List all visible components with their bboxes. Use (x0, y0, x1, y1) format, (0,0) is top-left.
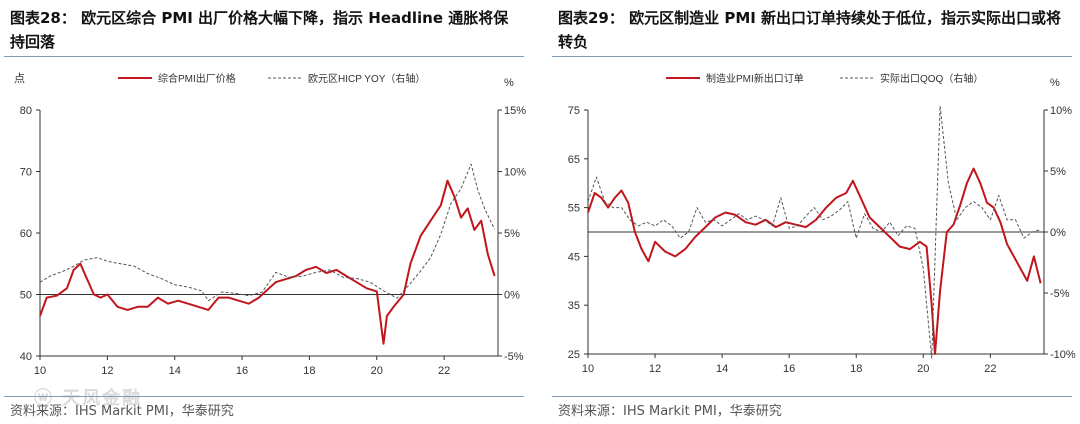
line-chart-pmi-output-prices: 点 % 综合PMI出厂价格 欧元区HICP YOY（右轴） 40 50 60 70 80 -5% 0… (14, 72, 526, 376)
legend-label-1: 实际出口QOQ（右轴） (880, 72, 983, 85)
series-line-1 (587, 105, 1041, 359)
title-rule (552, 56, 1072, 57)
y-right-tick-label: -10% (1050, 349, 1076, 361)
x-tick-label: 20 (371, 365, 383, 376)
y-left-tick-label: 45 (568, 251, 580, 263)
y-left-tick-label: 80 (20, 105, 32, 117)
y-left-tick-label: 40 (20, 351, 32, 363)
legend-label-1: 欧元区HICP YOY（右轴） (308, 72, 425, 85)
y-right-tick-label: 0% (1050, 227, 1066, 239)
y-left-tick-label: 50 (20, 290, 32, 302)
series-line-0 (39, 179, 496, 345)
x-tick-label: 10 (34, 365, 46, 376)
y-right-tick-label: 5% (1050, 166, 1066, 178)
watermark-logo: ⓦ 天风金融 (34, 388, 143, 409)
y-right-tick-label: 0% (504, 290, 520, 302)
y-left-tick-label: 55 (568, 203, 580, 215)
y-left-tick-label: 75 (568, 105, 580, 117)
line-chart-new-export-orders: % 制造业PMI新出口订单 实际出口QOQ（右轴） 25 35 45 55 65 75 -10% -… (568, 72, 1076, 375)
y-left-tick-label: 70 (20, 167, 32, 179)
source-note: 资料来源：IHS Markit PMI，华泰研究 (10, 404, 234, 419)
chart-title: 图表28： 欧元区综合 PMI 出厂价格大幅下降，指示 Headline 通胀将… (10, 9, 509, 51)
x-tick-label: 20 (917, 363, 929, 375)
x-tick-label: 10 (582, 363, 594, 375)
legend-label-0: 制造业PMI新出口订单 (706, 72, 804, 85)
y-right-tick-label: 5% (504, 228, 520, 240)
y-left-tick-label: 35 (568, 300, 580, 312)
chart-panel-29: 图表29： 欧元区制造业 PMI 新出口订单持续处于低位，指示实际出口或将转负 … (548, 0, 1076, 424)
y-right-tick-label: -5% (1050, 288, 1070, 300)
x-tick-label: 22 (984, 363, 996, 375)
y-right-tick-label: -5% (504, 351, 524, 363)
chart-title: 图表29： 欧元区制造业 PMI 新出口订单持续处于低位，指示实际出口或将转负 (558, 9, 1062, 51)
right-axis-unit-label: % (1050, 77, 1060, 89)
series-line-1 (39, 163, 496, 302)
x-tick-label: 14 (169, 365, 181, 376)
x-tick-label: 12 (101, 365, 113, 376)
x-tick-label: 12 (649, 363, 661, 375)
chart-panel-28: 图表28： 欧元区综合 PMI 出厂价格大幅下降，指示 Headline 通胀将… (0, 0, 528, 424)
source-note: 资料来源：IHS Markit PMI，华泰研究 (558, 404, 782, 419)
legend-label-0: 综合PMI出厂价格 (158, 72, 236, 85)
title-rule (4, 56, 524, 57)
x-tick-label: 16 (236, 365, 248, 376)
series-line-0 (587, 167, 1042, 355)
y-right-tick-label: 10% (504, 167, 526, 179)
x-tick-label: 16 (783, 363, 795, 375)
x-tick-label: 18 (850, 363, 862, 375)
x-tick-label: 18 (303, 365, 315, 376)
y-right-tick-label: 15% (504, 105, 526, 117)
source-rule (4, 396, 524, 397)
y-right-tick-label: 10% (1050, 105, 1072, 117)
x-tick-label: 22 (438, 365, 450, 376)
right-axis-unit-label: % (504, 77, 514, 89)
x-tick-label: 14 (716, 363, 728, 375)
source-rule (552, 396, 1072, 397)
y-left-tick-label: 65 (568, 154, 580, 166)
y-left-tick-label: 25 (568, 349, 580, 361)
y-left-tick-label: 60 (20, 228, 32, 240)
left-axis-unit-label: 点 (14, 72, 25, 85)
